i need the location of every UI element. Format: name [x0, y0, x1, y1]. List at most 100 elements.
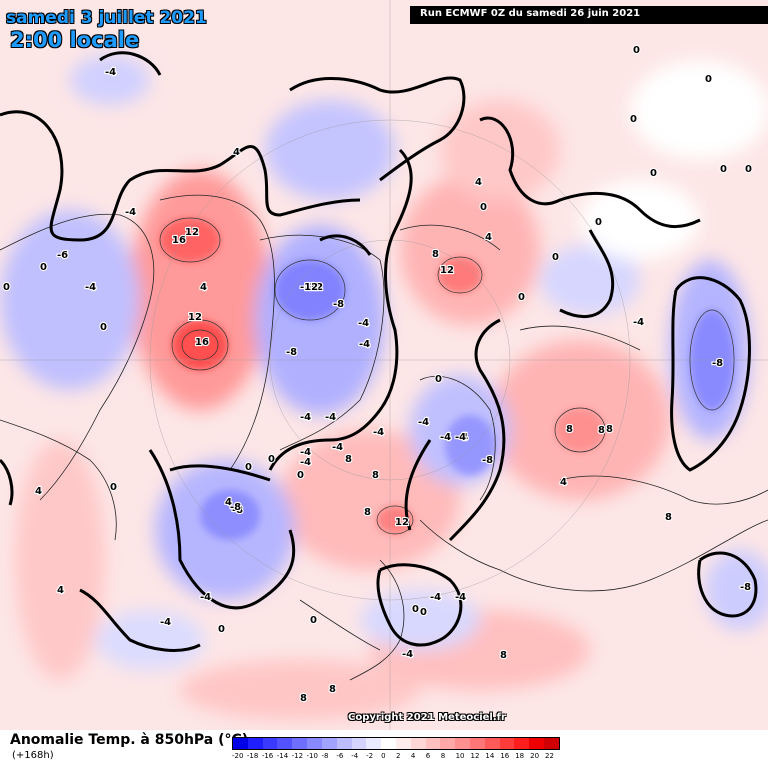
contour-label-zero: 0	[518, 292, 525, 303]
anomaly-map: -4-4-6-4 -12-8-4-4-12-8-4 -4-4-4-4-8-4-4-8…	[0, 0, 768, 730]
contour-label-negative: -4	[359, 339, 370, 350]
contour-label-positive: 12	[185, 227, 199, 238]
contour-label-negative: -4	[160, 617, 171, 628]
scale-tick-label: 16	[500, 752, 510, 760]
valid-local-time: 2:00 locale	[10, 28, 140, 52]
valid-time-title: samedi 3 juillet 2021 2:00 locale	[6, 8, 207, 52]
scale-tick-label: 0	[381, 752, 386, 760]
contour-label-negative: -8	[482, 455, 493, 466]
contour-label-positive: 8	[500, 650, 507, 661]
scale-swatch	[381, 738, 396, 749]
contour-label-positive: 8	[372, 470, 379, 481]
graticule	[0, 0, 768, 730]
contour-label-zero: 0	[705, 74, 712, 85]
contour-label-negative: -4	[300, 447, 311, 458]
contour-label-negative: -8	[333, 299, 344, 310]
scale-tick-label: -18	[246, 752, 259, 760]
contour-label-positive: 8	[345, 454, 352, 465]
scale-tick-label: 20	[530, 752, 540, 760]
contour-label-negative: -4	[358, 318, 369, 329]
scale-swatch	[233, 738, 248, 749]
scale-tick-label: 10	[455, 752, 465, 760]
contour-label-positive: 4	[560, 477, 567, 488]
scale-swatch	[455, 738, 470, 749]
scale-tick-label: 22	[545, 752, 554, 760]
contour-label-positive: 16	[195, 337, 209, 348]
contour-label-negative: -4	[125, 207, 136, 218]
contour-label-negative: -8	[740, 582, 751, 593]
contour-label-zero: 0	[412, 604, 419, 615]
scale-swatch	[514, 738, 530, 749]
contour-label-negative: -8	[230, 502, 241, 513]
scale-tick-label: -16	[261, 752, 274, 760]
scale-swatch	[351, 738, 367, 749]
scale-swatch	[307, 738, 322, 749]
contour-label-zero: 0	[552, 252, 559, 263]
contour-label-zero: 0	[100, 322, 107, 333]
parameter-title: Anomalie Temp. à 850hPa (°C)	[10, 732, 249, 748]
scale-swatch	[499, 738, 515, 749]
contour-label-negative: -4	[300, 457, 311, 468]
contour-label-negative: -4	[332, 442, 343, 453]
scale-tick-label: -20	[232, 752, 244, 760]
color-scale	[232, 737, 560, 750]
contour-label-zero: 0	[3, 282, 10, 293]
scale-swatch	[544, 738, 559, 749]
scale-swatch	[262, 738, 278, 749]
valid-date: samedi 3 juillet 2021	[6, 8, 207, 28]
scale-tick-label: 18	[515, 752, 525, 760]
scale-swatch	[425, 738, 441, 749]
contour-label-positive: 8	[566, 424, 573, 435]
contour-label-positive: 12	[395, 517, 409, 528]
contour-label-negative: -4	[457, 432, 468, 443]
scale-swatch	[484, 738, 500, 749]
color-scale-ticks: -20 -18 -16 -14 -12 -10 -8 -6 -4 -2 0 2 4 6 8 10 12 14 16 1…	[232, 752, 560, 764]
contour-label-zero: 0	[595, 217, 602, 228]
scale-swatch	[247, 738, 263, 749]
contour-label-negative: -4	[200, 592, 211, 603]
contour-label-negative: -4	[455, 592, 466, 603]
scale-swatch	[395, 738, 411, 749]
scale-tick-label: -12	[291, 752, 304, 760]
contour-label-positive: 4	[57, 585, 64, 596]
contour-label-negative: -4	[373, 427, 384, 438]
scale-tick-label: 6	[425, 752, 431, 760]
contour-label-positive: 8	[432, 249, 439, 260]
contour-label-zero: 0	[633, 45, 640, 56]
contour-label-zero: 0	[297, 470, 304, 481]
contour-label-positive: 4	[35, 486, 42, 497]
contour-label-negative: -4	[418, 417, 429, 428]
contour-label-positive: 8	[300, 693, 307, 704]
contour-label-zero: 0	[720, 164, 727, 175]
scale-swatch	[336, 738, 352, 749]
contour-label-negative: -4	[455, 432, 466, 443]
contour-label-positive: 8	[665, 512, 672, 523]
contour-label-positive: 4	[233, 147, 240, 158]
scale-tick-label: 14	[485, 752, 495, 760]
contour-label-zero: 0	[110, 482, 117, 493]
scale-tick-label: -4	[351, 752, 359, 760]
contour-label-zero: 0	[650, 168, 657, 179]
anomaly-cores	[160, 218, 734, 540]
contour-label-negative: -4	[300, 412, 311, 423]
scale-swatch	[321, 738, 337, 749]
contour-label-negative: -4	[430, 592, 441, 603]
contour-label-zero: 0	[310, 615, 317, 626]
scale-tick-label: -8	[321, 752, 329, 760]
contour-label-positive: 4	[225, 497, 232, 508]
contour-label-positive: 4	[485, 232, 492, 243]
contour-label-positive: 8	[598, 425, 605, 436]
scale-swatch	[366, 738, 382, 749]
scale-tick-label: -6	[336, 752, 344, 760]
contour-label-positive: 8	[329, 684, 336, 695]
contour-label-negative: -12	[305, 282, 323, 293]
scale-swatch	[277, 738, 293, 749]
contour-label-negative: -8	[286, 347, 297, 358]
contour-label-zero: 0	[435, 374, 442, 385]
contour-label-negative: -4	[440, 432, 451, 443]
copyright: Copyright 2021 Meteociel.fr	[348, 712, 506, 723]
contour-label-negative: -4	[402, 649, 413, 660]
contour-label-negative: -4	[325, 412, 336, 423]
contour-label-positive: 12	[440, 265, 454, 276]
